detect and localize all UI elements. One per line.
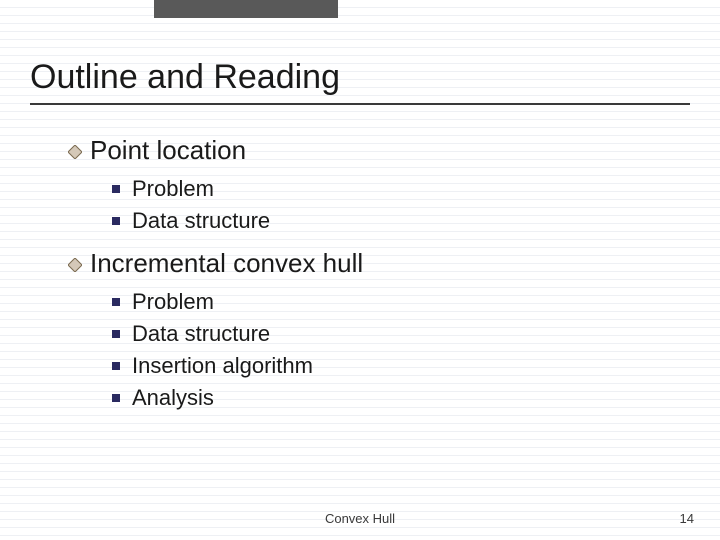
- sub-list: Problem Data structure Insertion algorit…: [112, 289, 690, 411]
- list-item-label: Problem: [132, 176, 214, 202]
- section-header: Point location: [68, 135, 690, 166]
- list-item: Data structure: [112, 321, 690, 347]
- footer-title: Convex Hull: [0, 511, 720, 526]
- diamond-icon: [68, 145, 82, 159]
- section-incremental-convex-hull: Incremental convex hull Problem Data str…: [68, 248, 690, 411]
- list-item-label: Problem: [132, 289, 214, 315]
- list-item: Insertion algorithm: [112, 353, 690, 379]
- diamond-icon: [68, 258, 82, 272]
- sub-list: Problem Data structure: [112, 176, 690, 234]
- square-bullet-icon: [112, 330, 120, 338]
- section-title: Point location: [90, 135, 246, 166]
- list-item: Problem: [112, 176, 690, 202]
- square-bullet-icon: [112, 394, 120, 402]
- list-item: Problem: [112, 289, 690, 315]
- list-item-label: Data structure: [132, 208, 270, 234]
- page-number: 14: [680, 511, 694, 526]
- title-divider: [30, 103, 690, 105]
- square-bullet-icon: [112, 217, 120, 225]
- section-point-location: Point location Problem Data structure: [68, 135, 690, 234]
- section-title: Incremental convex hull: [90, 248, 363, 279]
- section-header: Incremental convex hull: [68, 248, 690, 279]
- square-bullet-icon: [112, 185, 120, 193]
- list-item-label: Data structure: [132, 321, 270, 347]
- square-bullet-icon: [112, 298, 120, 306]
- list-item-label: Insertion algorithm: [132, 353, 313, 379]
- list-item-label: Analysis: [132, 385, 214, 411]
- list-item: Data structure: [112, 208, 690, 234]
- list-item: Analysis: [112, 385, 690, 411]
- slide-title: Outline and Reading: [30, 58, 690, 97]
- slide-content: Outline and Reading Point location Probl…: [0, 0, 720, 411]
- square-bullet-icon: [112, 362, 120, 370]
